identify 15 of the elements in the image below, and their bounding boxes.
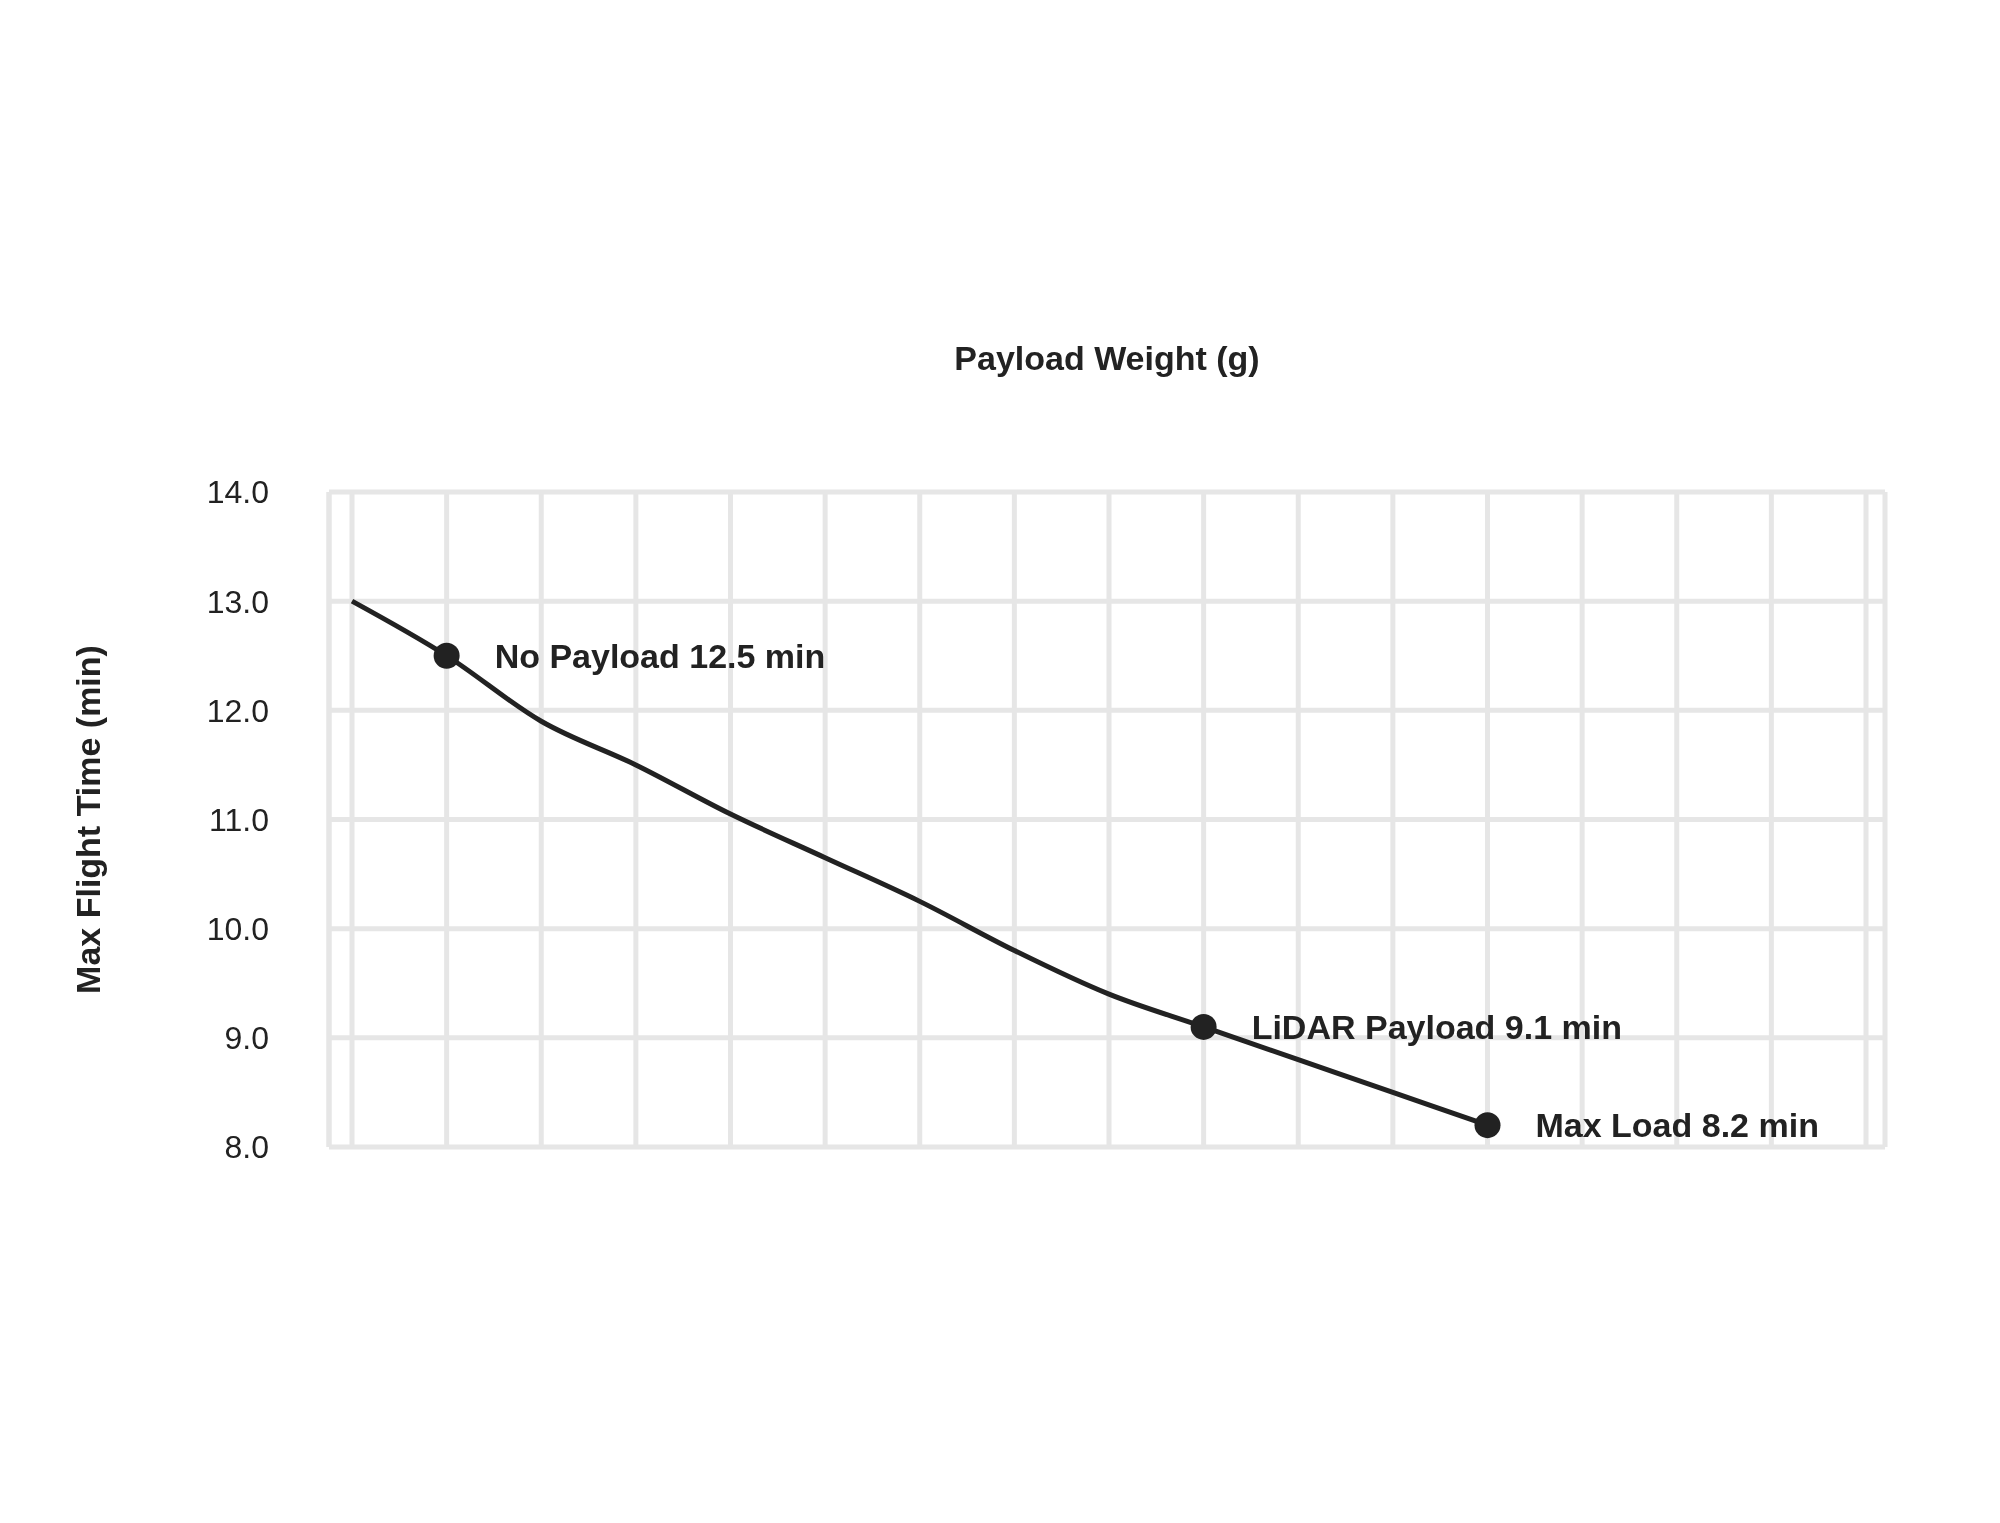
data-label: Max Load 8.2 min: [1535, 1106, 1819, 1145]
y-tick-label: 8.0: [224, 1129, 269, 1166]
y-tick-label: 11.0: [209, 801, 269, 838]
y-tick-label: 9.0: [224, 1020, 269, 1057]
y-tick-label: 12.0: [206, 692, 269, 729]
x-axis-title: Payload Weight (g): [954, 339, 1260, 378]
data-label: LiDAR Payload 9.1 min: [1251, 1007, 1622, 1046]
point: [1474, 1112, 1501, 1139]
data-label: No Payload 12.5 min: [494, 636, 826, 675]
y-tick-label: 14.0: [206, 474, 269, 511]
y-axis-title: Max Flight Time (min): [69, 645, 108, 994]
point: [433, 642, 460, 669]
point: [1190, 1013, 1217, 1040]
y-tick-label: 10.0: [206, 911, 269, 948]
y-tick-label: 13.0: [206, 583, 269, 620]
